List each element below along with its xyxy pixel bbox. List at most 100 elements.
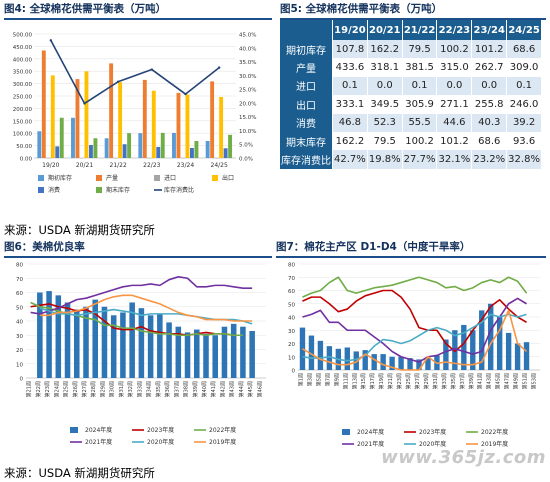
x-tick-label: 第31周 <box>118 381 125 397</box>
series-line <box>302 309 528 371</box>
series-line <box>302 297 527 363</box>
x-tick-label: 第38周 <box>183 381 190 397</box>
ratio-point <box>49 39 53 42</box>
fig7-chart: 0 10 20 30 40 50 60 70 80 第1周 第3周 第5周 第7周 第9周 第11周 第13周… <box>288 263 540 448</box>
x-tick-label: 第51周 <box>522 373 529 389</box>
bar <box>151 90 156 158</box>
bar <box>523 342 530 370</box>
y-tick-label: 70 <box>288 276 295 282</box>
bar <box>317 340 324 370</box>
column-header: 24/25 <box>506 20 542 40</box>
legend-label: 2019年度 <box>209 438 236 446</box>
y2-tick-label: 5.0% <box>239 143 253 149</box>
row-label: 期初库存 <box>280 40 333 59</box>
x-tick-label: 24/25 <box>211 162 228 169</box>
x-tick-label: 第25周 <box>405 373 412 389</box>
column-header: 23/24 <box>471 20 508 40</box>
bar <box>240 326 246 378</box>
bar <box>176 92 181 158</box>
bar <box>470 330 476 370</box>
legend-label: 库存消费比 <box>164 186 194 194</box>
bar <box>120 312 126 378</box>
y-tick-label: 60 <box>16 291 23 297</box>
bar <box>142 79 147 158</box>
bar <box>380 354 386 370</box>
bar <box>223 148 228 158</box>
x-tick-label: 第27周 <box>81 381 88 397</box>
table-cell: 381.5 <box>402 58 438 77</box>
legend-label: 2024年度 <box>85 426 112 434</box>
x-tick-label: 第35周 <box>155 381 162 397</box>
fig5-title: 图5: 全球棉花供需平衡表（万吨） <box>280 2 546 20</box>
bar <box>37 131 42 158</box>
y-tick-label: 0 <box>20 377 24 383</box>
bar <box>110 315 117 378</box>
bar <box>166 322 172 378</box>
table-cell: 309.0 <box>506 58 542 77</box>
legend-label: 2022年度 <box>209 426 236 434</box>
bar <box>371 354 377 370</box>
y-tick-label: 50 <box>16 305 23 311</box>
y-tick-label: 10 <box>288 355 295 361</box>
bar <box>189 148 194 158</box>
legend-label: 2019年度 <box>481 440 508 448</box>
table-row: 期初库存 107.8 162.2 79.5 100.2 101.2 68.6 <box>280 40 542 59</box>
bar <box>212 335 218 378</box>
x-tick-label: 第21周 <box>26 381 33 397</box>
bar <box>219 96 224 158</box>
bar <box>398 356 404 370</box>
y-tick-label: 500.00 <box>13 33 33 39</box>
bar <box>175 326 182 378</box>
table-cell: 101.2 <box>471 40 508 59</box>
y-tick-label: 0 <box>292 369 296 375</box>
table-cell: 44.6 <box>436 113 473 132</box>
x-tick-label: 第41周 <box>210 381 217 397</box>
table-cell: 93.6 <box>506 131 542 151</box>
table-row: 产量 433.6 318.1 381.5 315.0 262.7 309.0 <box>280 58 542 77</box>
bar <box>46 291 52 378</box>
table-cell: 0.0 <box>367 76 403 96</box>
bar <box>221 326 228 378</box>
table-row: 消费 46.8 52.3 55.5 44.6 40.3 39.2 <box>280 113 542 132</box>
legend-label: 2020年度 <box>147 438 174 446</box>
table-cell: 100.2 <box>402 131 438 151</box>
x-tick-label: 第3周 <box>306 373 313 386</box>
legend-swatch <box>38 187 44 193</box>
y2-tick-label: 20.0% <box>239 101 256 107</box>
table-cell: 23.2% <box>471 150 508 169</box>
x-tick-label: 第13周 <box>351 373 358 389</box>
row-label: 期末库存 <box>280 131 333 151</box>
x-tick-label: 第43周 <box>229 381 236 397</box>
bar <box>92 299 98 378</box>
x-tick-label: 第45周 <box>247 381 254 397</box>
bar <box>160 132 165 158</box>
x-tick-label: 第49周 <box>513 373 520 389</box>
bar <box>230 323 237 378</box>
fig7-panel: 图7：棉花主产区 D1-D4（中度干旱率） 0 10 20 30 40 50 60 70 80 第… <box>276 240 546 462</box>
table-corner <box>280 20 333 40</box>
table-cell: 349.5 <box>367 95 403 114</box>
y-tick-label: 10 <box>16 362 23 368</box>
table-cell: 255.8 <box>471 95 508 114</box>
legend-swatch <box>96 187 102 193</box>
fig5-panel: 图5: 全球棉花供需平衡表（万吨） 19/20 20/21 21/22 22/23 23… <box>280 2 546 210</box>
ratio-point <box>83 102 86 105</box>
x-tick-label: 第41周 <box>477 373 484 389</box>
balance-table: 19/20 20/21 21/22 22/23 23/24 24/25 期初库存 107.8… <box>280 20 542 169</box>
table-cell: 162.2 <box>367 40 403 59</box>
series-line <box>39 307 253 325</box>
bar <box>452 330 458 370</box>
bar <box>75 79 80 158</box>
table-cell: 40.3 <box>471 113 508 132</box>
bar <box>362 350 368 370</box>
ratio-point <box>217 66 221 69</box>
bar <box>184 332 191 378</box>
bar <box>308 335 315 370</box>
table-cell: 0.1 <box>402 76 438 96</box>
table-cell: 32.1% <box>436 150 473 169</box>
y2-tick-label: 40.0% <box>239 46 256 52</box>
column-header: 21/22 <box>402 20 438 40</box>
x-tick-label: 第27周 <box>414 373 421 389</box>
row-label: 进口 <box>280 76 333 96</box>
fig4-title: 图4: 全球棉花供需平衡表（万吨） <box>4 2 272 20</box>
